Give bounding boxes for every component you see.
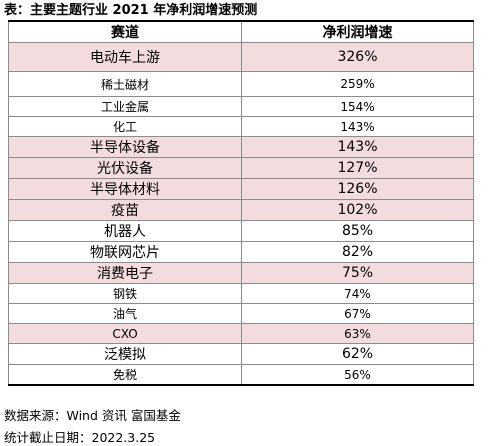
growth-cell: 63% (241, 323, 474, 344)
growth-cell: 126% (241, 178, 474, 200)
sector-cell: 钢铁 (8, 283, 242, 304)
table-row: CXO 63% (8, 323, 474, 344)
growth-cell: 56% (241, 364, 474, 386)
growth-cell: 326% (241, 42, 474, 72)
table-row: 稀土磁材 259% (8, 71, 474, 97)
table-row: 物联网芯片 82% (8, 241, 474, 263)
table-row: 疫苗 102% (8, 199, 474, 221)
growth-cell: 259% (241, 71, 474, 97)
table-row: 光伏设备 127% (8, 157, 474, 179)
sector-cell: 物联网芯片 (8, 241, 242, 263)
growth-cell: 62% (241, 343, 474, 365)
table-row: 钢铁 74% (8, 283, 474, 304)
growth-cell: 143% (241, 136, 474, 158)
table-row: 免税 56% (8, 364, 474, 386)
sector-cell: 免税 (8, 364, 242, 386)
sector-cell: 稀土磁材 (8, 71, 242, 97)
growth-cell: 127% (241, 157, 474, 179)
sector-cell: 半导体材料 (8, 178, 242, 200)
sector-cell: 机器人 (8, 220, 242, 242)
sector-cell: 工业金属 (8, 96, 242, 117)
table-row: 工业金属 154% (8, 96, 474, 117)
table-row: 半导体材料 126% (8, 178, 474, 200)
table-row: 半导体设备 143% (8, 136, 474, 158)
sector-cell: 半导体设备 (8, 136, 242, 158)
source-note: 数据来源：Wind 资讯 富国基金 (4, 408, 181, 423)
table-row: 机器人 85% (8, 220, 474, 242)
sector-cell: 疫苗 (8, 199, 242, 221)
table-row: 泛模拟 62% (8, 343, 474, 365)
sector-cell: 油气 (8, 303, 242, 324)
column-header-sector: 赛道 (8, 20, 242, 43)
sector-cell: CXO (8, 323, 242, 344)
sector-cell: 光伏设备 (8, 157, 242, 179)
sector-cell: 消费电子 (8, 262, 242, 284)
column-header-growth: 净利润增速 (241, 20, 474, 43)
growth-cell: 74% (241, 283, 474, 304)
table-row: 油气 67% (8, 303, 474, 324)
table-title: 表：主要主题行业 2021 年净利润增速预测 (4, 3, 258, 18)
cutoff-date-note: 统计截止日期：2022.3.25 (4, 430, 156, 445)
table-header-row: 赛道 净利润增速 (8, 20, 474, 43)
growth-cell: 143% (241, 116, 474, 137)
sector-cell: 电动车上游 (8, 42, 242, 72)
table-row: 化工 143% (8, 116, 474, 137)
growth-cell: 82% (241, 241, 474, 263)
table-body: 电动车上游 326% 稀土磁材 259% 工业金属 154% 化工 143% 半导体设备 143%… (8, 42, 474, 386)
sector-cell: 泛模拟 (8, 343, 242, 365)
table-row: 消费电子 75% (8, 262, 474, 284)
table-row: 电动车上游 326% (8, 42, 474, 72)
sector-cell: 化工 (8, 116, 242, 137)
growth-cell: 85% (241, 220, 474, 242)
growth-table: 赛道 净利润增速 电动车上游 326% 稀土磁材 259% 工业金属 154% 化工 143%… (8, 20, 474, 386)
growth-cell: 154% (241, 96, 474, 117)
growth-cell: 67% (241, 303, 474, 324)
growth-cell: 102% (241, 199, 474, 221)
growth-cell: 75% (241, 262, 474, 284)
